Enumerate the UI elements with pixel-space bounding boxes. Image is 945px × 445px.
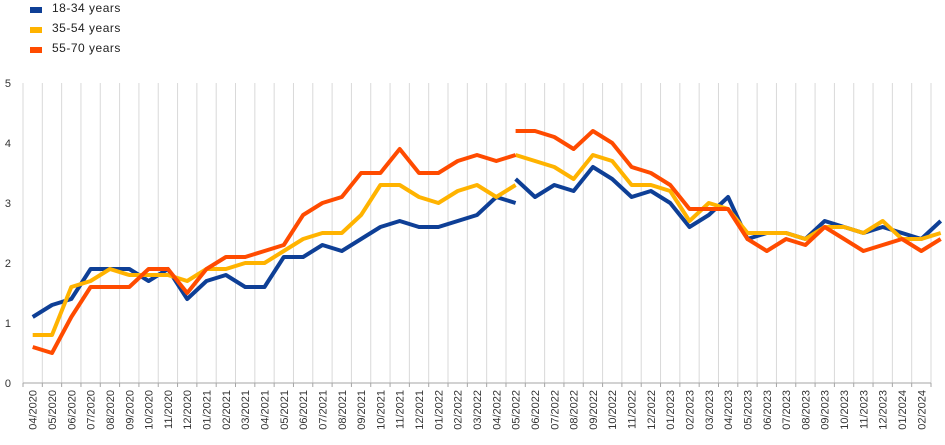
x-tick-label: 06/2021: [298, 390, 310, 430]
x-tick-label: 04/2021: [259, 390, 271, 430]
x-tick-label: 09/2020: [124, 390, 136, 430]
y-tick-label: 0: [5, 378, 11, 390]
x-tick-label: 05/2022: [511, 390, 523, 430]
x-tick-label: 02/2024: [916, 390, 928, 430]
x-tick-label: 01/2021: [202, 390, 214, 430]
x-tick-label: 10/2023: [839, 390, 851, 430]
y-tick-label: 2: [5, 258, 11, 270]
x-tick-label: 05/2021: [279, 390, 291, 430]
y-tick-label: 5: [5, 78, 11, 90]
x-tick-label: 04/2023: [723, 390, 735, 430]
x-tick-label: 06/2022: [530, 390, 542, 430]
x-tick-label: 10/2020: [144, 390, 156, 430]
x-tick-label: 11/2022: [627, 390, 639, 429]
x-tick-label: 11/2023: [858, 390, 870, 429]
x-tick-label: 12/2020: [182, 390, 194, 430]
x-tick-label: 04/2022: [491, 390, 503, 430]
series-line-2: [32, 183, 517, 337]
x-tick-label: 08/2023: [800, 390, 812, 430]
x-tick-label: 01/2024: [897, 390, 909, 430]
series-line-3: [32, 147, 517, 355]
x-tick-label: 07/2021: [317, 390, 329, 430]
x-tick-label: 08/2022: [569, 390, 581, 430]
x-tick-label: 05/2020: [47, 390, 59, 430]
x-tick-label: 11/2021: [395, 390, 407, 429]
x-tick-label: 03/2021: [240, 390, 252, 430]
x-tick-label: 11/2020: [163, 390, 175, 429]
x-tick-label: 08/2021: [337, 390, 349, 430]
series-lines: [31, 129, 943, 355]
legend-label-55-70: 55-70 years: [52, 41, 121, 55]
axes: [22, 382, 932, 387]
x-tick-label: 09/2021: [356, 390, 368, 430]
x-tick-label: 07/2020: [86, 390, 98, 430]
x-tick-label: 08/2020: [105, 390, 117, 430]
y-tick-label: 3: [5, 198, 11, 210]
series-line-3: [515, 129, 942, 253]
x-tick-label: 01/2022: [433, 390, 445, 430]
legend-swatch-35-54: [30, 27, 42, 33]
x-tick-label: 04/2020: [28, 390, 40, 430]
legend-swatch-55-70: [30, 47, 42, 53]
x-tick-labels: 04/2020 05/2020 06/2020 07/2020 08/2020 09/20…: [28, 390, 929, 430]
x-tick-label: 12/2021: [414, 390, 426, 430]
x-tick-label: 12/2023: [878, 390, 890, 430]
x-tick-label: 07/2023: [781, 390, 793, 430]
x-tick-label: 09/2022: [588, 390, 600, 430]
x-tick-label: 06/2023: [762, 390, 774, 430]
x-tick-label: 03/2022: [472, 390, 484, 430]
y-tick-label: 4: [5, 138, 11, 150]
x-tick-label: 10/2021: [375, 390, 387, 430]
y-tick-labels: 0 1 2 3 4 5: [5, 78, 11, 390]
x-tick-label: 05/2023: [742, 390, 754, 430]
x-tick-label: 03/2023: [704, 390, 716, 430]
legend-label-35-54: 35-54 years: [52, 21, 121, 35]
x-tick-label: 09/2023: [820, 390, 832, 430]
x-tick-label: 02/2021: [221, 390, 233, 430]
x-tick-label: 01/2023: [665, 390, 677, 430]
series-line-1: [514, 165, 943, 241]
legend-swatch-18-34: [30, 7, 42, 13]
x-tick-label: 02/2022: [453, 390, 465, 430]
legend-label-18-34: 18-34 years: [52, 1, 121, 15]
x-tick-label: 02/2023: [685, 390, 697, 430]
x-tick-label: 06/2020: [66, 390, 78, 430]
grid: [22, 83, 932, 383]
x-tick-label: 10/2022: [607, 390, 619, 430]
x-tick-label: 07/2022: [549, 390, 561, 430]
x-tick-label: 12/2022: [646, 390, 658, 430]
y-tick-label: 1: [5, 318, 11, 330]
